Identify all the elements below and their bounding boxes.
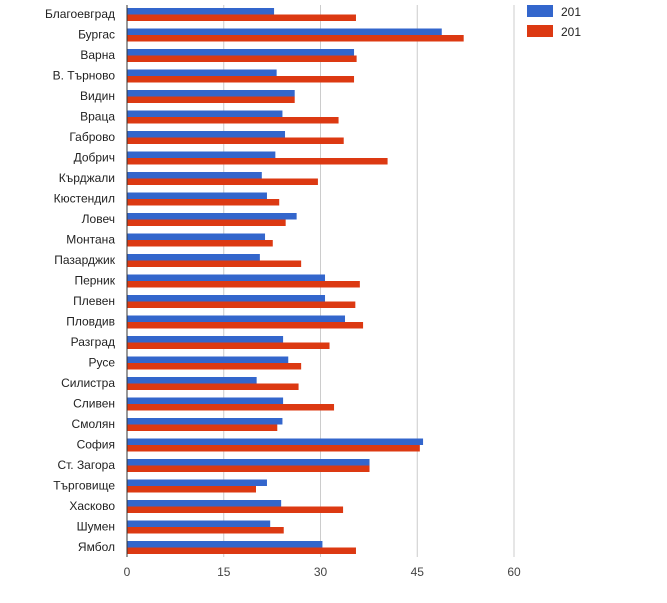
bar-series-2 (127, 383, 299, 390)
category-label: Ямбол (78, 540, 115, 554)
bar-series-1 (127, 541, 323, 548)
legend-label: 201 (561, 5, 581, 19)
category-label: Враца (80, 110, 115, 124)
bar-series-1 (127, 69, 277, 76)
bar-series-2 (127, 465, 370, 472)
category-label: Кюстендил (54, 192, 115, 206)
category-label: София (77, 438, 115, 452)
x-tick-label: 30 (314, 565, 328, 579)
bar-series-1 (127, 295, 326, 302)
bar-series-1 (127, 438, 424, 445)
category-label: Силистра (61, 376, 115, 390)
bar-series-1 (127, 90, 295, 97)
x-tick-label: 15 (217, 565, 231, 579)
bar-series-2 (127, 117, 339, 124)
bar-series-2 (127, 486, 256, 493)
bar-series-1 (127, 479, 267, 486)
category-label: Сливен (73, 397, 115, 411)
category-label: Пловдив (66, 315, 115, 329)
bar-series-2 (127, 199, 280, 206)
category-label: Добрич (74, 151, 115, 165)
bar-series-1 (127, 151, 276, 158)
legend-label: 201 (561, 25, 581, 39)
bar-series-2 (127, 342, 330, 349)
bar-series-1 (127, 233, 266, 240)
x-tick-label: 60 (507, 565, 521, 579)
category-label: Ловеч (82, 212, 115, 226)
bar-series-2 (127, 96, 295, 103)
category-label: Кърджали (59, 171, 115, 185)
bar-series-1 (127, 192, 267, 199)
category-label: Варна (80, 48, 115, 62)
bar-series-2 (127, 547, 356, 554)
bar-series-2 (127, 506, 344, 513)
bar-series-1 (127, 418, 283, 425)
category-label: Смолян (72, 417, 115, 431)
bar-series-1 (127, 131, 286, 138)
bar-series-1 (127, 28, 442, 35)
x-tick-label: 45 (411, 565, 425, 579)
bar-series-2 (127, 445, 420, 452)
category-label: Монтана (66, 233, 115, 247)
bar-series-2 (127, 363, 302, 370)
bar-series-1 (127, 172, 262, 179)
legend-swatch (527, 5, 553, 17)
bar-series-2 (127, 527, 284, 534)
bar-series-1 (127, 520, 271, 527)
bar-series-1 (127, 500, 282, 507)
category-label: Габрово (69, 130, 115, 144)
bar-series-1 (127, 397, 284, 404)
bar-series-1 (127, 110, 283, 117)
bar-series-1 (127, 8, 275, 15)
bar-series-1 (127, 274, 326, 281)
bar-series-2 (127, 240, 273, 247)
category-label: Търговище (53, 479, 115, 493)
x-tick-label: 0 (124, 565, 131, 579)
bar-series-1 (127, 377, 257, 384)
category-label: В. Търново (53, 69, 116, 83)
bar-series-2 (127, 55, 357, 62)
category-label: Пазарджик (54, 253, 115, 267)
category-label: Русе (88, 356, 115, 370)
bar-series-2 (127, 76, 355, 83)
category-label: Хасково (69, 499, 115, 513)
bar-series-1 (127, 356, 289, 363)
bar-series-2 (127, 137, 344, 144)
category-label: Шумен (77, 520, 115, 534)
category-label: Разград (71, 335, 115, 349)
bar-series-2 (127, 219, 286, 226)
bar-series-1 (127, 254, 260, 261)
bar-series-2 (127, 14, 356, 21)
bar-series-1 (127, 315, 346, 322)
bar-series-2 (127, 301, 356, 308)
category-label: Перник (74, 274, 115, 288)
bar-series-1 (127, 459, 370, 466)
bar-series-2 (127, 158, 388, 165)
category-label: Плевен (73, 294, 115, 308)
bar-series-2 (127, 322, 364, 329)
bar-series-2 (127, 281, 360, 288)
bar-series-2 (127, 178, 318, 185)
bar-series-1 (127, 49, 355, 56)
category-label: Ст. Загора (57, 458, 115, 472)
bar-series-2 (127, 260, 302, 267)
bar-series-2 (127, 35, 464, 42)
bar-series-1 (127, 213, 297, 220)
bar-series-2 (127, 424, 278, 431)
category-label: Видин (80, 89, 115, 103)
bar-series-2 (127, 404, 335, 411)
legend-swatch (527, 25, 553, 37)
category-label: Бургас (78, 28, 115, 42)
category-label: Благоевград (45, 7, 115, 21)
bar-series-1 (127, 336, 284, 343)
